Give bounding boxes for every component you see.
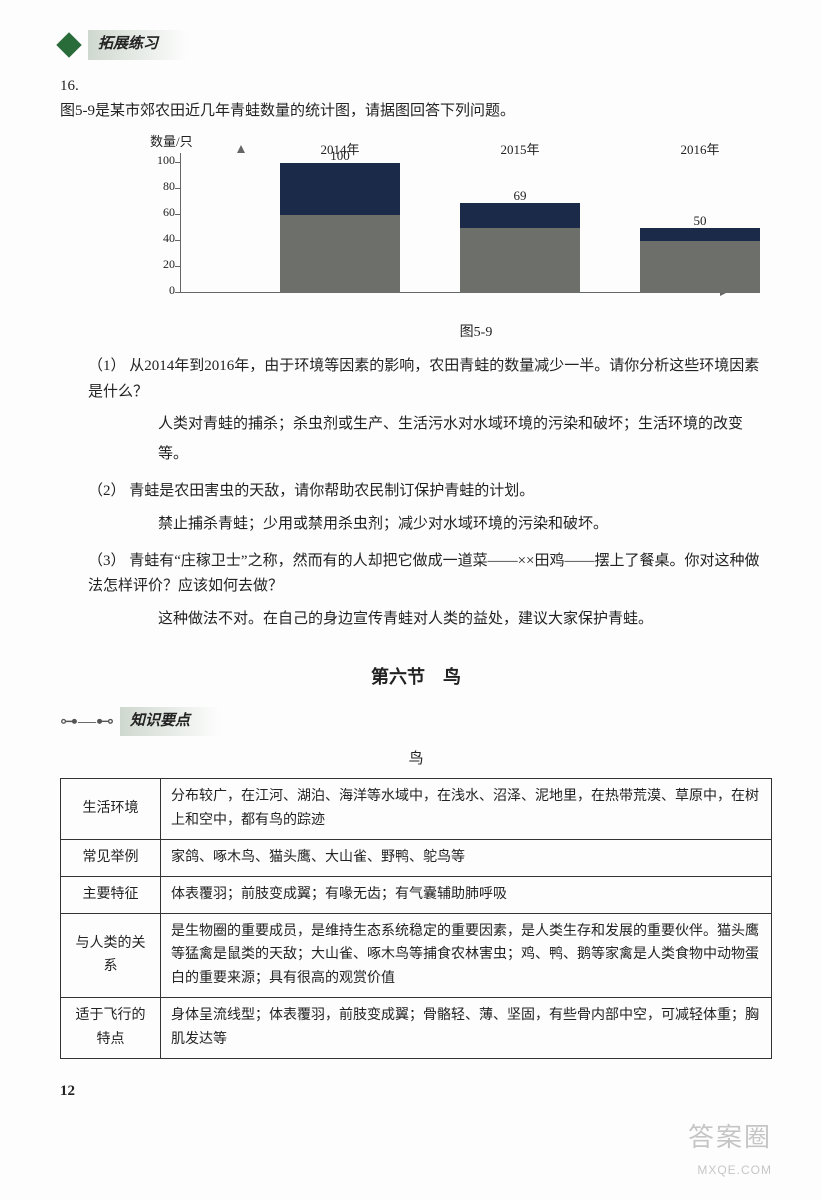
table-row-header: 主要特征 xyxy=(61,876,161,913)
y-tick-label: 0 xyxy=(169,280,175,300)
watermark-line1: 答案圈 xyxy=(688,1115,772,1159)
bar-category-label: 2016年 xyxy=(640,139,760,313)
y-tick-mark xyxy=(175,162,180,163)
y-tick-label: 40 xyxy=(163,228,175,248)
table-row-header: 与人类的关系 xyxy=(61,913,161,997)
y-tick-mark xyxy=(175,240,180,241)
y-tick-label: 20 xyxy=(163,254,175,274)
table-row: 生活环境分布较广，在江河、湖泊、海洋等水域中，在浅水、沼泽、泥地里，在热带荒漠、… xyxy=(61,779,772,840)
subq3-text: 青蛙有“庄稼卫士”之称，然而有的人却把它做成一道菜——××田鸡——摆上了餐桌。你… xyxy=(88,553,760,595)
table-row-content: 是生物圈的重要成员，是维持生态系统稳定的重要因素，是人类生存和发展的重要伙伴。猫… xyxy=(161,913,772,997)
section-expand-title: 拓展练习 xyxy=(88,30,188,60)
table-row-header: 常见举例 xyxy=(61,840,161,877)
section6-title: 第六节 鸟 xyxy=(60,662,772,693)
subquestion-2: （2） 青蛙是农田害虫的天敌，请你帮助农民制订保护青蛙的计划。 禁止捕杀青蛙；少… xyxy=(88,479,772,539)
question-16: 16. 图5-9是某市郊农田近几年青蛙数量的统计图，请据图回答下列问题。 xyxy=(60,74,772,125)
table-row-header: 生活环境 xyxy=(61,779,161,840)
y-tick-label: 100 xyxy=(157,150,175,170)
table-row-content: 体表覆羽；前肢变成翼；有喙无齿；有气囊辅助肺呼吸 xyxy=(161,876,772,913)
subq1-text: 从2014年到2016年，由于环境等因素的影响，农田青蛙的数量减少一半。请你分析… xyxy=(88,358,759,400)
y-tick-label: 80 xyxy=(163,176,175,196)
table-row: 适于飞行的特点身体呈流线型；体表覆羽，前肢变成翼；骨骼轻、薄、坚固，有些骨内部中… xyxy=(61,998,772,1059)
keypoints-tag: ⊶—⊷ 知识要点 xyxy=(60,706,772,737)
subq2-text: 青蛙是农田害虫的天敌，请你帮助农民制订保护青蛙的计划。 xyxy=(129,483,534,499)
section-expand-exercise: 拓展练习 xyxy=(60,30,772,60)
subq3-answer: 这种做法不对。在自己的身边宣传青蛙对人类的益处，建议大家保护青蛙。 xyxy=(158,604,772,634)
book-icon xyxy=(56,32,81,57)
table-row: 主要特征体表覆羽；前肢变成翼；有喙无齿；有气囊辅助肺呼吸 xyxy=(61,876,772,913)
subquestion-3: （3） 青蛙有“庄稼卫士”之称，然而有的人却把它做成一道菜——××田鸡——摆上了… xyxy=(88,549,772,634)
table-row: 与人类的关系是生物圈的重要成员，是维持生态系统稳定的重要因素，是人类生存和发展的… xyxy=(61,913,772,997)
subq2-answer: 禁止捕杀青蛙；少用或禁用杀虫剂；减少对水域环境的污染和破坏。 xyxy=(158,509,772,539)
subq1-answer: 人类对青蛙的捕杀；杀虫剂或生产、生活污水对水域环境的污染和破坏；生活环境的改变等… xyxy=(158,409,772,469)
question-number: 16. xyxy=(60,74,88,100)
table-row: 常见举例家鸽、啄木鸟、猫头鹰、大山雀、野鸭、鸵鸟等 xyxy=(61,840,772,877)
bar-category-label: 2014年 xyxy=(280,139,400,313)
frog-chart: 数量/只 年份 0204060801001002014年692015年50201… xyxy=(120,137,772,345)
keypoints-title: 知识要点 xyxy=(120,707,220,737)
table-row-header: 适于飞行的特点 xyxy=(61,998,161,1059)
watermark-line2: MXQE.COM xyxy=(688,1160,772,1180)
y-tick-mark xyxy=(175,188,180,189)
table-row-content: 分布较广，在江河、湖泊、海洋等水域中，在浅水、沼泽、泥地里，在热带荒漠、草原中，… xyxy=(161,779,772,840)
key-icon: ⊶—⊷ xyxy=(60,706,114,737)
y-tick-mark xyxy=(175,292,180,293)
watermark: 答案圈 MXQE.COM xyxy=(688,1115,772,1180)
subq2-label: （2） xyxy=(88,483,126,499)
bar-category-label: 2015年 xyxy=(460,139,580,313)
table-row-content: 家鸽、啄木鸟、猫头鹰、大山雀、野鸭、鸵鸟等 xyxy=(161,840,772,877)
subq1-label: （1） xyxy=(88,358,126,374)
y-tick-mark xyxy=(175,266,180,267)
page-number: 12 xyxy=(60,1079,772,1105)
bird-info-table: 生活环境分布较广，在江河、湖泊、海洋等水域中，在浅水、沼泽、泥地里，在热带荒漠、… xyxy=(60,778,772,1058)
table-title: 鸟 xyxy=(60,747,772,773)
y-tick-mark xyxy=(175,214,180,215)
x-axis xyxy=(180,292,720,293)
y-axis xyxy=(180,153,181,293)
table-row-content: 身体呈流线型；体表覆羽，前肢变成翼；骨骼轻、薄、坚固，有些骨内部中空，可减轻体重… xyxy=(161,998,772,1059)
subquestion-1: （1） 从2014年到2016年，由于环境等因素的影响，农田青蛙的数量减少一半。… xyxy=(88,354,772,469)
chart-title: 图5-9 xyxy=(180,321,772,345)
question-stem: 图5-9是某市郊农田近几年青蛙数量的统计图，请据图回答下列问题。 xyxy=(60,99,742,125)
subq3-label: （3） xyxy=(88,553,126,569)
y-tick-label: 60 xyxy=(163,202,175,222)
